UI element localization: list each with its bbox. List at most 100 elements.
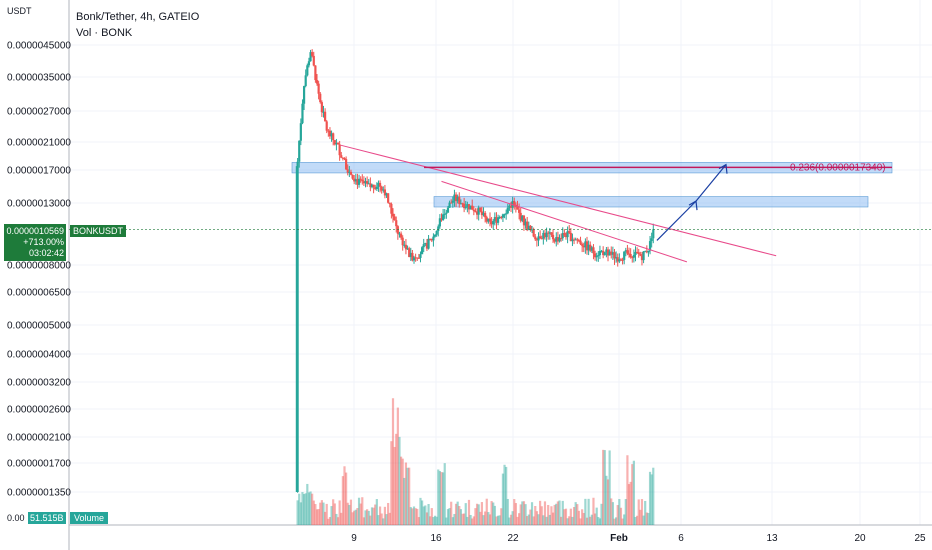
volume-bar <box>309 491 312 525</box>
candle-body <box>383 189 387 196</box>
volume-bar <box>341 476 344 525</box>
volume-bar <box>396 407 399 525</box>
volume-bar <box>306 483 309 525</box>
volume-bar <box>519 504 522 525</box>
volume-bar <box>327 518 330 525</box>
volume-bar <box>548 514 551 525</box>
candle-body <box>590 247 593 251</box>
volume-bar <box>569 508 572 525</box>
y-tick-label: 0.0000017000 <box>7 166 71 177</box>
volume-bar <box>311 493 314 525</box>
volume-bar <box>351 512 354 525</box>
volume-bar <box>312 500 315 525</box>
volume-bar <box>388 512 391 525</box>
candle-body <box>324 111 327 122</box>
volume-bar <box>550 506 553 525</box>
volume-bar <box>585 517 589 525</box>
volume-value-badge: 51.515B <box>28 512 66 524</box>
candle-body <box>618 259 621 262</box>
volume-bar <box>514 503 517 525</box>
volume-bar <box>422 506 425 525</box>
candle-body <box>532 229 535 237</box>
candle-body <box>306 65 309 76</box>
volume-bar <box>348 504 351 525</box>
volume-bar <box>503 464 506 525</box>
volume-bar <box>302 494 306 525</box>
volume-bar <box>451 517 454 525</box>
volume-bar <box>610 498 613 525</box>
candle-body <box>388 202 391 204</box>
volume-bar <box>319 502 322 525</box>
candle-body <box>307 61 311 66</box>
volume-bar <box>349 499 353 525</box>
candle-body <box>645 251 648 253</box>
volume-bar <box>448 508 451 525</box>
candle-body <box>330 133 333 137</box>
volume-bar <box>325 503 328 525</box>
candle-body <box>437 226 440 232</box>
volume-bar <box>472 516 475 525</box>
volume-bar <box>479 511 482 525</box>
volume-bar <box>440 472 443 525</box>
candle-body <box>399 233 403 238</box>
candle-body <box>369 183 372 188</box>
candle-body <box>540 238 543 240</box>
candle-body <box>605 249 608 253</box>
volume-bar <box>582 512 585 525</box>
candle-body <box>556 237 559 242</box>
volume-indicator-label[interactable]: Vol · BONK <box>76 27 133 39</box>
candle-body <box>505 213 508 215</box>
volume-bar <box>522 501 526 525</box>
volume-bars <box>296 398 655 525</box>
candle-body <box>615 257 618 259</box>
candle-body <box>577 240 581 242</box>
candle-body <box>332 133 335 141</box>
drawing-tools[interactable]: 0.236(0.0000017340) <box>69 144 932 263</box>
volume-bar <box>320 500 323 525</box>
candle-body <box>529 225 532 230</box>
trendline-upper <box>340 144 777 257</box>
volume-bar <box>298 493 301 525</box>
candle-body <box>315 80 319 84</box>
volume-bar <box>608 450 611 525</box>
candle-body <box>408 248 411 257</box>
candle-body <box>424 242 427 245</box>
candle-body <box>327 130 330 132</box>
candle-body <box>639 254 642 256</box>
volume-bar <box>332 499 335 525</box>
y-tick-label: 0.0000035000 <box>7 73 71 84</box>
volume-bar <box>375 499 378 525</box>
candle-body <box>619 259 623 261</box>
volume-bar <box>572 507 576 525</box>
volume-bar <box>328 517 332 525</box>
volume-bar <box>464 503 467 525</box>
volume-bar <box>623 514 626 525</box>
x-tick-label: 9 <box>351 533 357 544</box>
candle-body <box>296 161 299 493</box>
volume-bar <box>469 514 472 525</box>
candle-body <box>471 205 474 210</box>
volume-bar <box>535 511 538 525</box>
candle-body <box>353 178 356 182</box>
candle-body <box>537 236 540 241</box>
volume-bar <box>480 502 484 525</box>
volume-bar <box>505 466 508 525</box>
candle-body <box>493 217 496 221</box>
candle-body <box>566 231 569 238</box>
candle-body <box>616 257 619 262</box>
volume-bar <box>501 473 505 525</box>
grid-lines <box>69 0 932 525</box>
x-tick-label: 22 <box>507 533 519 544</box>
volume-bar <box>634 516 637 525</box>
candle-body <box>298 140 301 162</box>
volume-bar <box>598 518 602 525</box>
volume-bar <box>518 513 521 525</box>
volume-bar <box>453 513 456 525</box>
volume-bar <box>430 508 433 525</box>
volume-bar <box>403 477 406 525</box>
chart-legend[interactable]: Bonk/Tether, 4h, GATEIO Vol · BONK <box>76 9 199 41</box>
symbol-badge: BONKUSDT <box>70 225 127 237</box>
chart-title[interactable]: Bonk/Tether, 4h, GATEIO <box>76 11 200 23</box>
candle-body <box>535 239 538 241</box>
